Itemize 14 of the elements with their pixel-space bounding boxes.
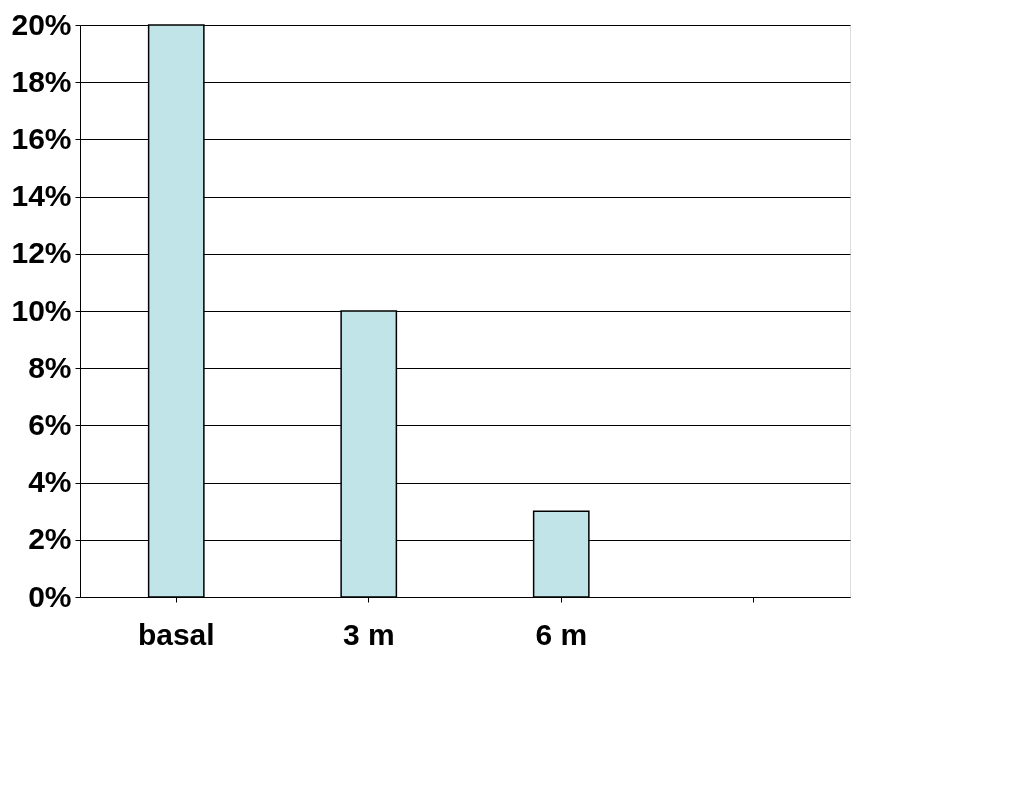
y-tick-label: 8% bbox=[28, 350, 72, 384]
y-tick-label: 0% bbox=[28, 579, 72, 613]
y-tick-label: 2% bbox=[28, 522, 72, 556]
y-tick-label: 20% bbox=[11, 7, 72, 41]
y-tick-label: 12% bbox=[11, 236, 72, 270]
y-tick-label: 16% bbox=[11, 121, 72, 155]
x-tick-label: basal bbox=[137, 617, 215, 651]
x-tick-label: 6 m bbox=[535, 617, 588, 651]
x-tick-label: 3 m bbox=[342, 617, 395, 651]
y-tick-label: 10% bbox=[11, 293, 72, 327]
y-tick-label: 6% bbox=[28, 407, 72, 441]
y-tick-label: 14% bbox=[11, 179, 72, 213]
y-tick-label: 18% bbox=[11, 64, 72, 98]
y-tick-label: 4% bbox=[28, 465, 72, 499]
